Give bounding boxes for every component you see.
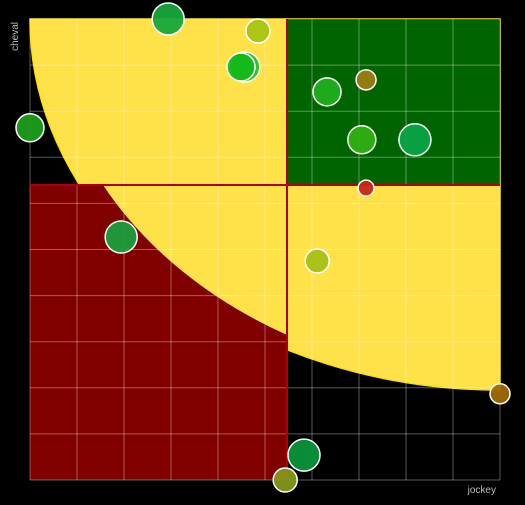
point <box>272 467 298 493</box>
point <box>398 123 432 157</box>
point <box>104 220 138 254</box>
point <box>357 179 375 197</box>
point <box>355 69 377 91</box>
point <box>15 113 45 143</box>
point <box>304 248 330 274</box>
x-axis-label: jockey <box>467 485 496 496</box>
points <box>15 2 511 493</box>
point <box>226 52 256 82</box>
y-axis-label: cheval <box>10 22 21 51</box>
point <box>489 383 511 405</box>
point <box>312 77 342 107</box>
point <box>151 2 185 36</box>
red-zone <box>30 185 287 480</box>
point <box>287 438 321 472</box>
grid <box>29 18 501 481</box>
point <box>347 125 377 155</box>
point <box>245 18 271 44</box>
